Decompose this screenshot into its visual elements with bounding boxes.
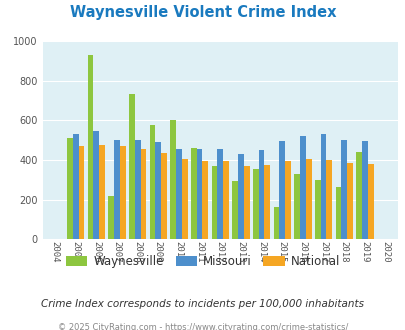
Text: Waynesville Violent Crime Index: Waynesville Violent Crime Index xyxy=(70,5,335,20)
Bar xyxy=(196,149,202,239)
Bar xyxy=(299,136,305,239)
Bar xyxy=(335,187,341,239)
Bar xyxy=(232,181,237,239)
Bar xyxy=(72,134,79,239)
Legend: Waynesville, Missouri, National: Waynesville, Missouri, National xyxy=(61,250,344,273)
Bar xyxy=(190,148,196,239)
Bar xyxy=(355,152,361,239)
Bar xyxy=(258,150,264,239)
Bar xyxy=(305,159,311,239)
Bar xyxy=(99,145,105,239)
Bar xyxy=(140,149,146,239)
Bar xyxy=(67,138,72,239)
Bar xyxy=(279,141,284,239)
Bar xyxy=(202,161,208,239)
Bar xyxy=(346,163,352,239)
Bar xyxy=(114,140,119,239)
Bar xyxy=(93,131,99,239)
Bar xyxy=(264,165,270,239)
Bar xyxy=(119,146,126,239)
Bar xyxy=(134,140,140,239)
Bar xyxy=(108,196,114,239)
Bar xyxy=(161,153,166,239)
Bar xyxy=(367,164,373,239)
Bar xyxy=(320,134,326,239)
Bar xyxy=(155,142,161,239)
Bar xyxy=(294,174,299,239)
Bar xyxy=(273,207,279,239)
Bar xyxy=(361,141,367,239)
Bar xyxy=(223,161,228,239)
Bar xyxy=(149,125,155,239)
Text: Crime Index corresponds to incidents per 100,000 inhabitants: Crime Index corresponds to incidents per… xyxy=(41,299,364,309)
Bar xyxy=(87,55,93,239)
Text: © 2025 CityRating.com - https://www.cityrating.com/crime-statistics/: © 2025 CityRating.com - https://www.city… xyxy=(58,323,347,330)
Bar xyxy=(243,166,249,239)
Bar xyxy=(170,120,176,239)
Bar xyxy=(211,166,217,239)
Bar xyxy=(176,149,181,239)
Bar xyxy=(326,160,331,239)
Bar xyxy=(341,140,346,239)
Bar xyxy=(79,146,84,239)
Bar xyxy=(217,149,223,239)
Bar xyxy=(129,94,134,239)
Bar xyxy=(181,159,187,239)
Bar xyxy=(314,180,320,239)
Bar xyxy=(252,169,258,239)
Bar xyxy=(284,161,290,239)
Bar xyxy=(237,154,243,239)
